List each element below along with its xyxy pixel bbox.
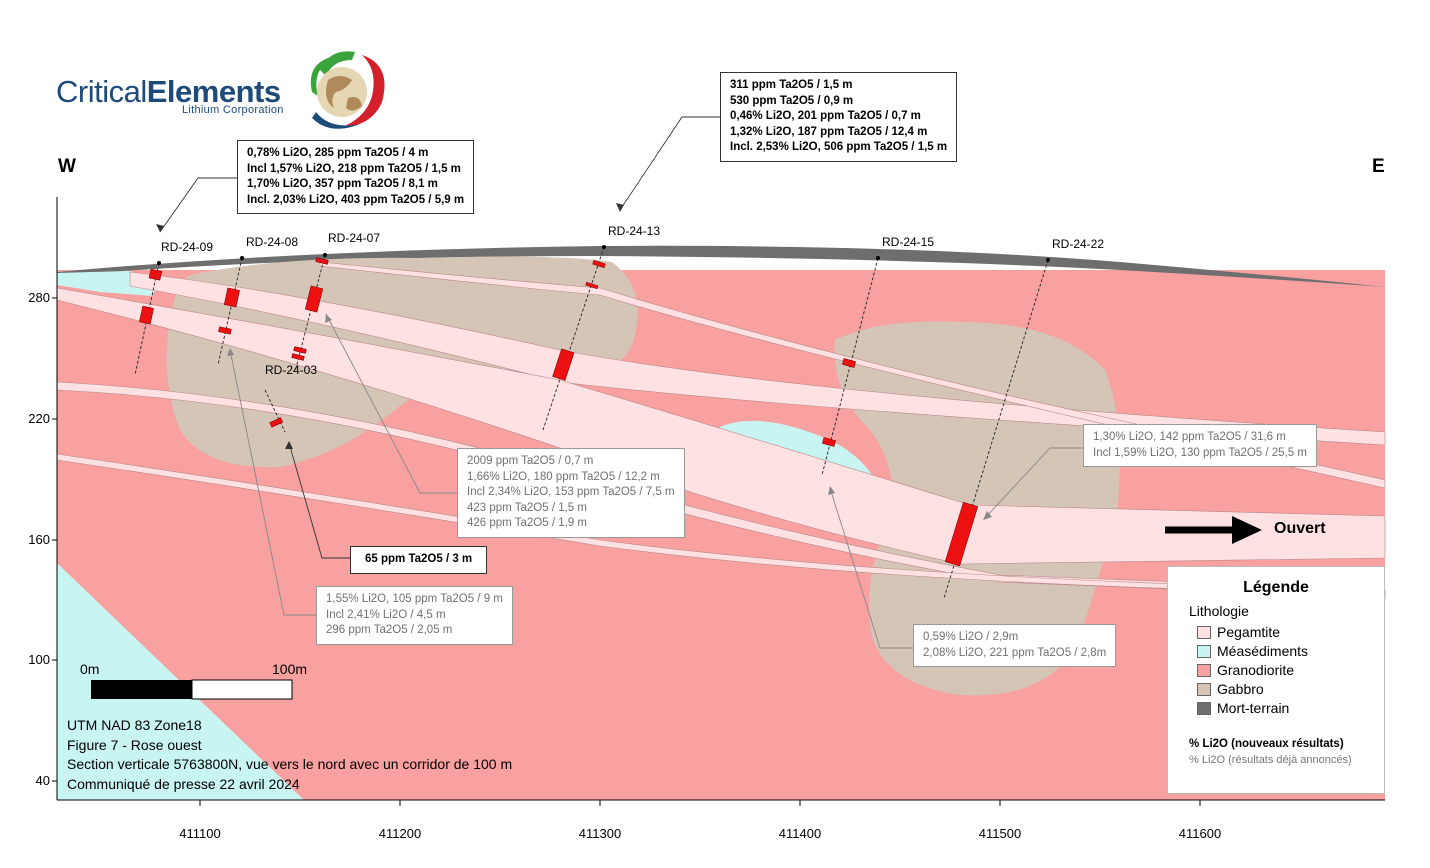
intercept-rd-24-07-a	[304, 285, 324, 313]
leader-rd03	[288, 442, 350, 559]
x-tick-label: 411600	[1178, 826, 1222, 841]
east-label: E	[1372, 156, 1385, 177]
arrowhead-rd15	[828, 486, 835, 495]
collar-rd-24-13	[602, 245, 606, 249]
drillhole-label: RD-24-13	[608, 224, 661, 238]
scale-bar-white	[191, 679, 293, 700]
arrowhead-rd13	[616, 203, 624, 212]
legend-note-new: % Li2O (nouveaux résultats)	[1189, 738, 1344, 750]
callout-rd09-08: 0,78% Li2O, 285 ppm Ta2O5 / 4 m Incl 1,57…	[237, 140, 475, 214]
x-tick-label: 411400	[778, 826, 822, 841]
pegmatite-dyke-main	[56, 287, 1386, 565]
intercept-rd-24-09-b	[139, 305, 154, 325]
logo-wordmark: CriticalElements	[56, 74, 281, 109]
y-tick-label: 40	[35, 773, 50, 788]
intercept-rd-24-03	[269, 417, 284, 428]
collar-rd-24-08	[240, 256, 244, 260]
drillhole-label: RD-24-15	[882, 235, 935, 249]
intercept-rd-24-07-c	[293, 346, 307, 354]
drillhole-label: RD-24-09	[161, 240, 214, 254]
y-tick-label: 220	[28, 411, 50, 426]
collar-rd-24-22	[1046, 258, 1050, 262]
collar-rd-24-09	[157, 261, 161, 265]
company-logo: CriticalElements Lithium Corporation	[56, 52, 396, 132]
arrowhead-rd09	[156, 224, 164, 232]
x-tick-label: 411200	[378, 826, 422, 841]
callout-rd22-previous: 1,30% Li2O, 142 ppm Ta2O5 / 31,6 m Incl 1…	[1083, 424, 1317, 467]
intercept-rd-24-22	[944, 501, 979, 567]
callout-rd08-previous: 1,55% Li2O, 105 ppm Ta2O5 / 9 m Incl 2,41…	[316, 586, 513, 645]
pegmatite-dyke-lower	[56, 381, 1386, 599]
drillhole-label: RD-24-22	[1052, 237, 1105, 251]
pegmatite-dyke-thin	[319, 261, 1386, 489]
scale-end-label: 100m	[272, 661, 308, 677]
figure-caption: UTM NAD 83 Zone18 Figure 7 - Rose ouest …	[67, 717, 513, 792]
logo-globe	[310, 51, 385, 129]
legend-subtitle: Lithologie	[1189, 603, 1249, 619]
y-tick-label: 280	[28, 290, 50, 305]
open-arrow-head	[1232, 516, 1262, 544]
drillhole-trace-rd-24-08	[217, 257, 243, 366]
callout-rd03: 65 ppm Ta2O5 / 3 m	[350, 546, 488, 574]
intercept-rd-24-07-d	[291, 353, 305, 361]
intercept-rd-24-13-c	[552, 348, 575, 381]
y-tick-label: 100	[28, 652, 50, 667]
leader-rd09	[159, 177, 237, 233]
arrowhead-rd07	[325, 314, 332, 323]
collar-rd-24-15	[876, 256, 880, 260]
arrowhead-rd03	[285, 441, 293, 449]
logo-subtitle: Lithium Corporation	[182, 104, 284, 116]
collar-rd-24-07	[323, 253, 327, 257]
drillhole-trace-rd-24-07	[294, 254, 326, 373]
legend-item: Pegamtite	[1197, 623, 1280, 641]
arrowhead-rd22	[983, 511, 992, 520]
drillhole-trace-rd-24-22	[943, 259, 1049, 599]
callout-rd15-previous: 0,59% Li2O / 2,9m 2,08% Li2O, 221 ppm Ta2…	[913, 624, 1117, 667]
legend-note-previous: % Li2O (résultats déjà annoncés)	[1189, 754, 1352, 766]
intercept-rd-24-07-b	[315, 257, 329, 265]
leader-rd13	[619, 116, 720, 211]
scale-bar-black	[91, 680, 192, 699]
legend-item: Gabbro	[1197, 680, 1264, 698]
drillhole-trace-rd-24-13	[542, 246, 605, 431]
overburden-layer	[57, 245, 1385, 287]
intercept-rd-24-13-b	[585, 281, 599, 290]
x-tick-label: 411300	[578, 826, 622, 841]
intercept-rd-24-15-b	[822, 437, 836, 447]
open-label: Ouvert	[1274, 520, 1326, 537]
drillhole-label: RD-24-08	[246, 235, 299, 249]
x-tick-label: 411100	[179, 826, 221, 841]
west-label: W	[58, 156, 76, 177]
legend-item: Méasédiments	[1197, 642, 1308, 660]
drillhole-trace-rd-24-03	[264, 389, 286, 433]
legend-title: Légende	[1243, 579, 1309, 596]
arrowhead-rd08	[227, 348, 234, 356]
callout-rd13: 311 ppm Ta2O5 / 1,5 m 530 ppm Ta2O5 / 0,9…	[720, 72, 958, 162]
callout-rd07-previous: 2009 ppm Ta2O5 / 0,7 m 1,66% Li2O, 180 pp…	[457, 448, 685, 538]
drillhole-label: RD-24-03	[265, 363, 318, 377]
leader-rd08-old	[229, 349, 316, 616]
leader-rd22-old	[984, 447, 1083, 519]
intercept-rd-24-08-b	[218, 326, 232, 335]
leader-rd07-old	[325, 313, 457, 494]
intercept-rd-24-13-a	[592, 259, 606, 269]
legend-item: Granodiorite	[1197, 661, 1294, 679]
legend-item: Mort-terrain	[1197, 699, 1289, 717]
legend: Légende Lithologie Pegamtite Méasédiment…	[1167, 566, 1385, 794]
scale-start-label: 0m	[80, 661, 100, 677]
intercept-rd-24-09-a	[148, 268, 163, 281]
drillhole-label: RD-24-07	[328, 231, 381, 245]
intercept-rd-24-15-a	[842, 358, 856, 368]
x-tick-label: 411500	[978, 826, 1022, 841]
y-tick-label: 160	[28, 532, 50, 547]
leader-rd15-old	[829, 487, 913, 649]
intercept-rd-24-08-a	[223, 287, 240, 308]
